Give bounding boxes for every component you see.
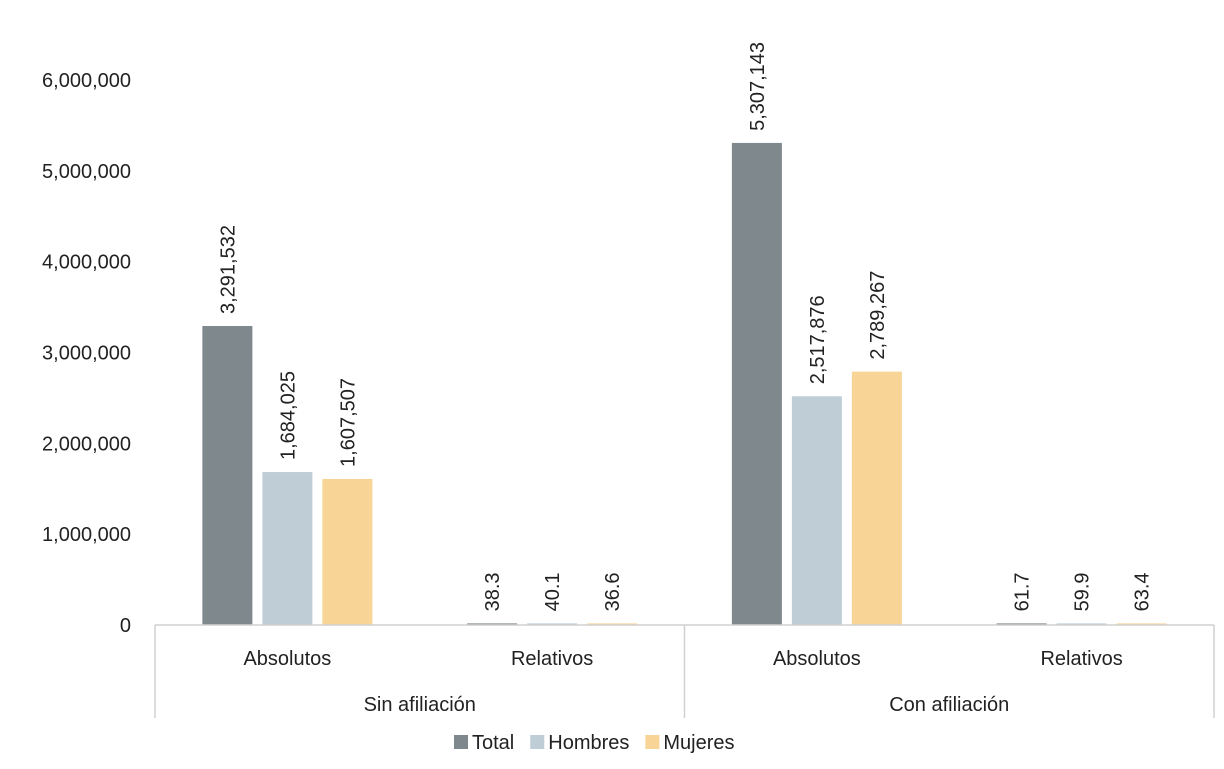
bar-mujeres [851,371,902,625]
data-label: 5,307,143 [747,42,769,131]
bar-total [202,326,253,625]
data-label: 59.9 [1072,572,1094,611]
data-label: 1,684,025 [277,371,299,460]
bar-total [731,142,782,625]
y-tick-label: 6,000,000 [42,70,131,92]
y-tick-label: 1,000,000 [42,524,131,546]
legend-label: Mujeres [663,732,734,754]
data-label: 61.7 [1012,572,1034,611]
data-label: 63.4 [1132,572,1154,611]
bar-mujeres [322,478,373,625]
data-label: 2,517,876 [807,295,829,384]
group-label: Sin afiliación [364,694,476,716]
data-label: 3,291,532 [217,225,239,314]
bar-hombres [1056,623,1107,625]
bar-mujeres [1116,623,1167,625]
category-label: Absolutos [243,648,331,670]
legend-swatch-total [454,735,468,749]
bar-mujeres [587,623,638,625]
bar-total [996,623,1047,625]
y-tick-label: 2,000,000 [42,433,131,455]
y-tick-label: 5,000,000 [42,161,131,183]
bar-hombres [262,472,313,625]
category-label: Absolutos [773,648,861,670]
y-tick-label: 3,000,000 [42,343,131,365]
y-tick-label: 4,000,000 [42,252,131,274]
legend-swatch-mujeres [645,735,660,749]
data-label: 38.3 [482,572,504,611]
category-label: Relativos [1040,648,1122,670]
bar-total [467,623,518,625]
category-label: Relativos [511,648,593,670]
legend-label: Hombres [548,732,629,754]
bar-hombres [527,623,578,625]
data-label: 2,789,267 [867,271,889,360]
data-label: 36.6 [602,572,624,611]
data-label: 40.1 [542,572,564,611]
group-label: Con afiliación [889,694,1009,716]
legend-label: Total [472,732,514,754]
data-label: 1,607,507 [337,378,359,467]
bar-hombres [791,396,842,625]
y-tick-label: 0 [120,615,131,637]
legend-swatch-hombres [530,735,545,749]
